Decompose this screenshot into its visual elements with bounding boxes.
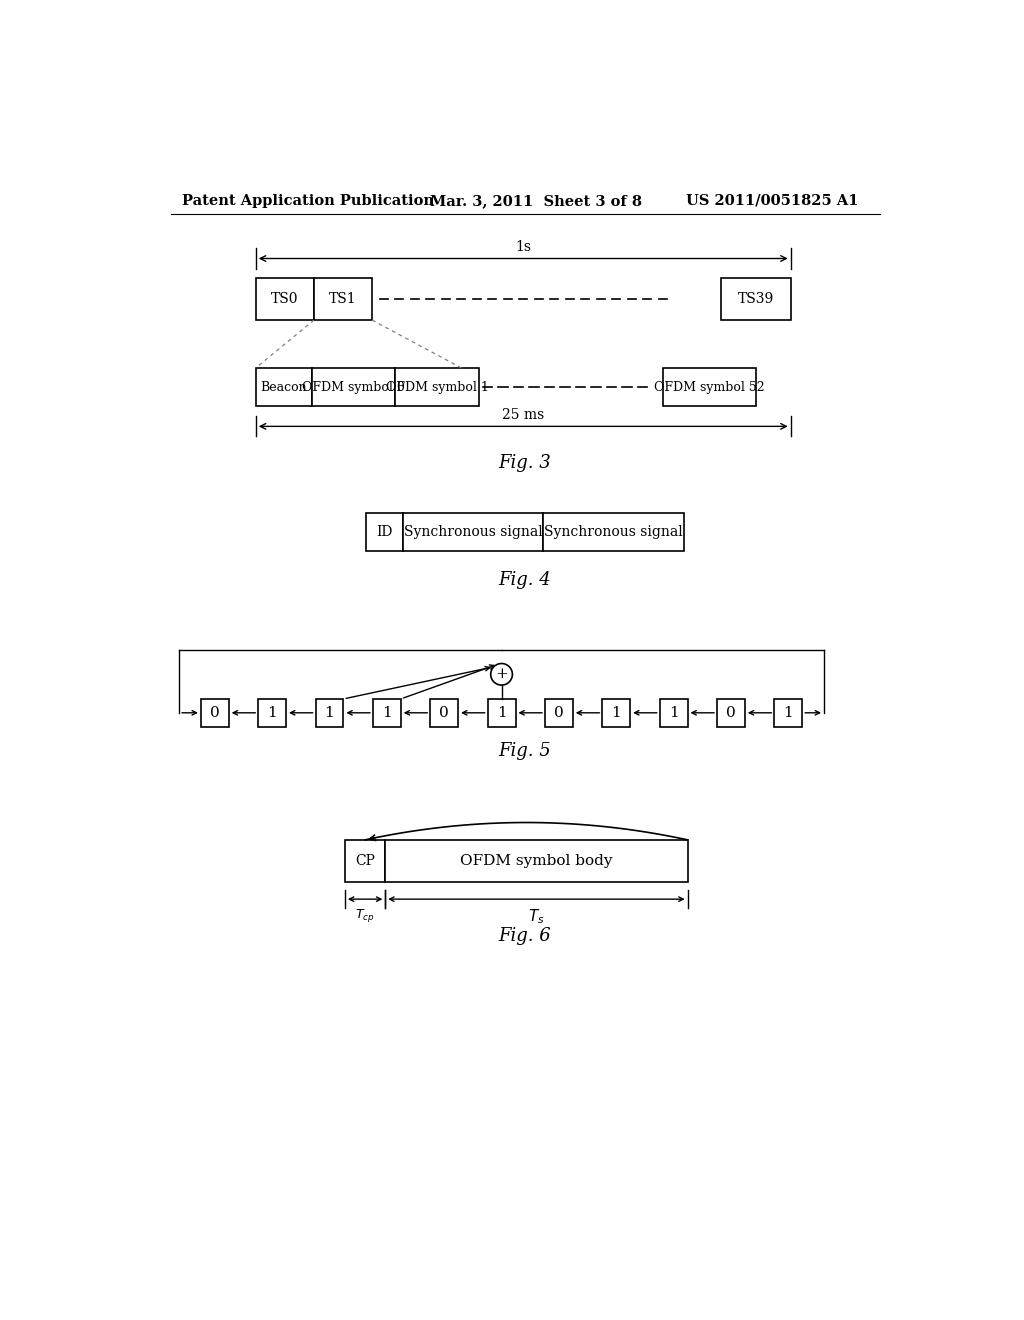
Text: 0: 0 — [554, 706, 564, 719]
Text: Fig. 4: Fig. 4 — [499, 572, 551, 589]
Text: $T_s$: $T_s$ — [528, 907, 545, 925]
Text: 1: 1 — [382, 706, 392, 719]
Text: Synchronous signal: Synchronous signal — [403, 525, 543, 539]
Bar — [201, 700, 228, 726]
Text: Mar. 3, 2011  Sheet 3 of 8: Mar. 3, 2011 Sheet 3 of 8 — [430, 194, 642, 207]
Bar — [430, 700, 458, 726]
Bar — [717, 700, 744, 726]
Bar — [311, 368, 395, 407]
Text: Synchronous signal: Synchronous signal — [544, 525, 683, 539]
Bar — [403, 512, 544, 552]
Bar — [395, 368, 479, 407]
Bar — [544, 512, 684, 552]
Bar — [659, 700, 687, 726]
Bar — [663, 368, 756, 407]
Text: OFDM symbol body: OFDM symbol body — [460, 854, 612, 869]
Text: $T_{cp}$: $T_{cp}$ — [355, 907, 375, 924]
Bar — [366, 512, 403, 552]
Text: 1s: 1s — [515, 240, 531, 253]
Text: Fig. 3: Fig. 3 — [499, 454, 551, 471]
Text: US 2011/0051825 A1: US 2011/0051825 A1 — [686, 194, 858, 207]
Text: Fig. 6: Fig. 6 — [499, 927, 551, 945]
Text: Fig. 5: Fig. 5 — [499, 742, 551, 760]
Text: TS1: TS1 — [330, 292, 357, 306]
Text: TS39: TS39 — [737, 292, 774, 306]
Text: CP: CP — [355, 854, 375, 869]
Bar — [721, 277, 791, 321]
Text: OFDM symbol 52: OFDM symbol 52 — [654, 380, 765, 393]
Text: 1: 1 — [267, 706, 278, 719]
Text: 1: 1 — [669, 706, 679, 719]
Text: 0: 0 — [439, 706, 450, 719]
Text: ID: ID — [377, 525, 393, 539]
Text: 0: 0 — [726, 706, 736, 719]
Text: 25 ms: 25 ms — [502, 408, 545, 422]
Bar — [315, 700, 343, 726]
Bar — [258, 700, 286, 726]
Text: OFDM symbol 0: OFDM symbol 0 — [302, 380, 404, 393]
Text: 0: 0 — [210, 706, 220, 719]
Bar — [385, 840, 687, 882]
Bar — [602, 700, 630, 726]
Text: 1: 1 — [497, 706, 507, 719]
Bar — [256, 368, 311, 407]
Text: TS0: TS0 — [271, 292, 299, 306]
Text: Patent Application Publication: Patent Application Publication — [182, 194, 434, 207]
Bar — [256, 277, 314, 321]
Text: 1: 1 — [325, 706, 335, 719]
Text: OFDM symbol 1: OFDM symbol 1 — [386, 380, 488, 393]
Text: 1: 1 — [611, 706, 622, 719]
Bar — [373, 700, 400, 726]
Bar — [774, 700, 802, 726]
Bar — [314, 277, 372, 321]
Text: 1: 1 — [783, 706, 794, 719]
Text: Beacon: Beacon — [260, 380, 307, 393]
Text: +: + — [496, 668, 508, 681]
Bar — [545, 700, 572, 726]
Bar — [345, 840, 385, 882]
Bar — [487, 700, 515, 726]
